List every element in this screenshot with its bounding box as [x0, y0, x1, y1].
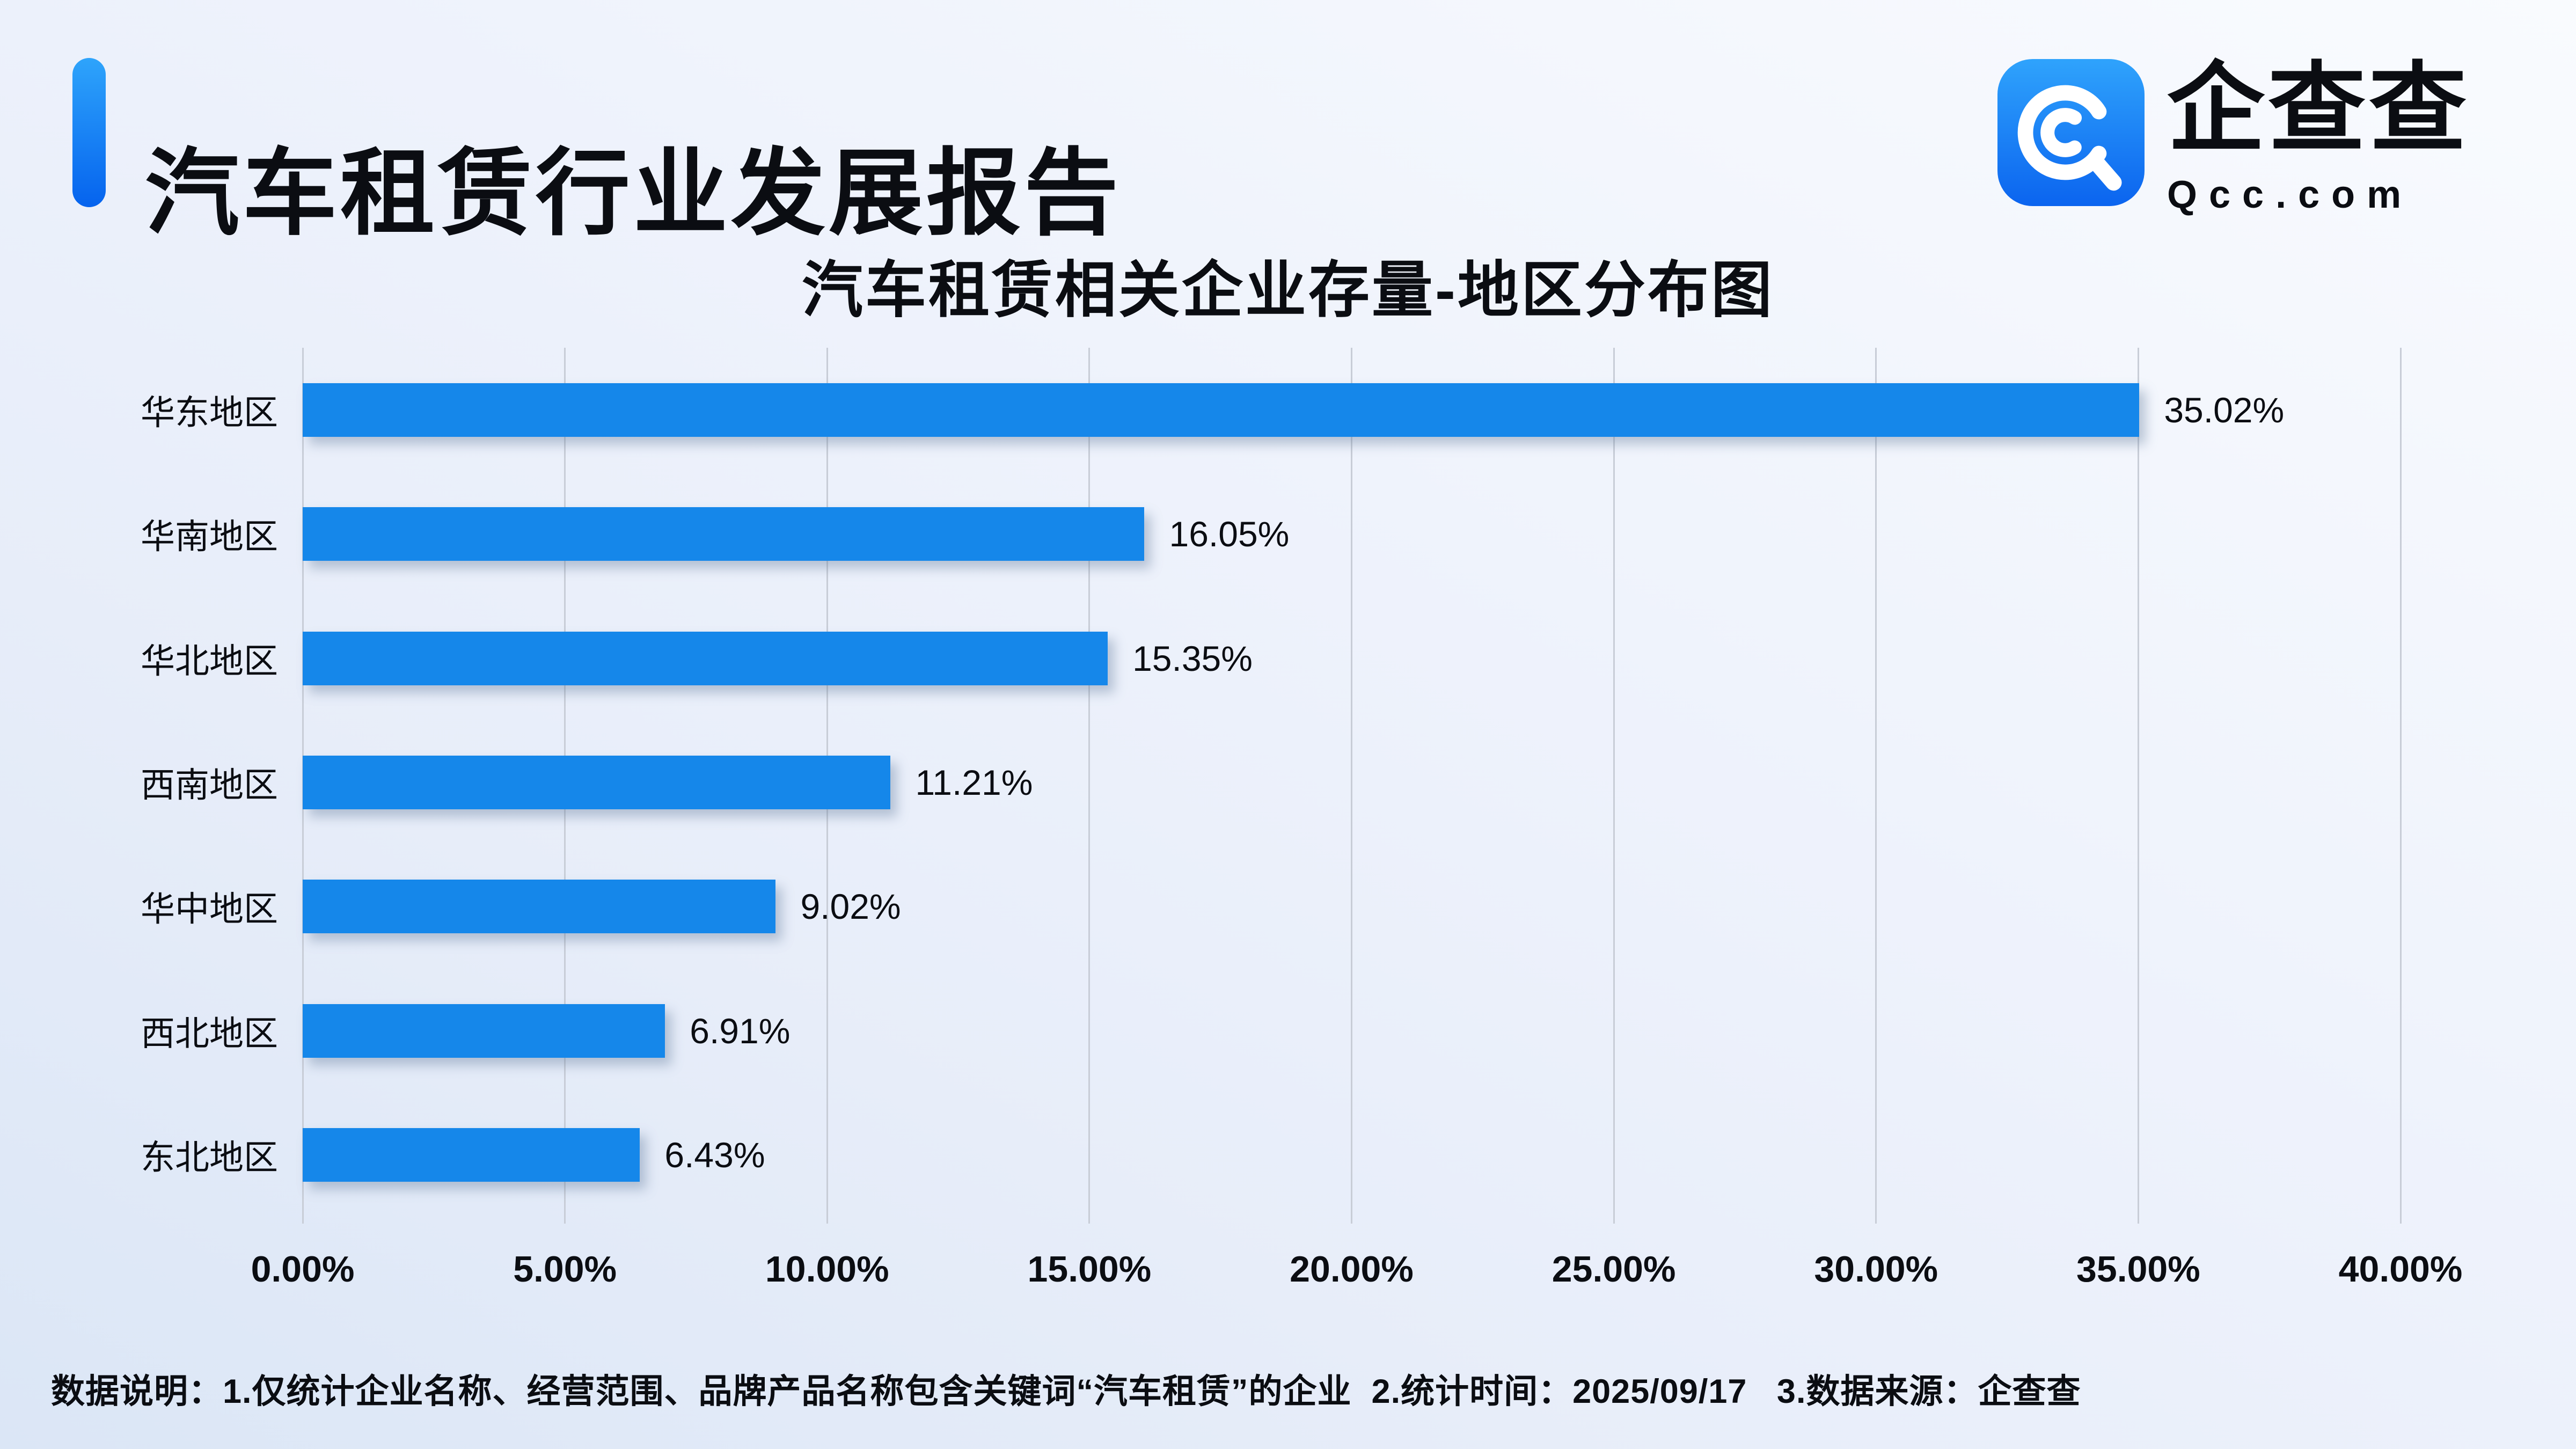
value-label: 11.21%	[915, 762, 1033, 802]
data-note: 数据说明：1.仅统计企业名称、经营范围、品牌产品名称包含关键词“汽车租赁”的企业…	[51, 1373, 2081, 1410]
bar	[303, 383, 2140, 437]
category-label: 华北地区	[141, 641, 278, 680]
category-label: 华东地区	[141, 393, 278, 432]
title-accent-bar	[72, 58, 106, 207]
x-tick-label: 0.00%	[251, 1249, 355, 1290]
value-label: 6.43%	[664, 1135, 765, 1175]
bar-rows: 华东地区 35.02% 华南地区 16.05% 华北地区 15.35% 西南地区 11.21%…	[141, 348, 2401, 1217]
gridline	[1088, 348, 1091, 1224]
chart-title: 汽车租赁相关企业存量-地区分布图	[802, 257, 1774, 325]
gridline	[1875, 348, 1877, 1224]
x-tick-label: 20.00%	[1290, 1249, 1414, 1290]
page-title: 汽车租赁行业发展报告	[145, 141, 1122, 246]
qcc-logo-icon	[1997, 59, 2145, 206]
value-label: 16.05%	[1169, 514, 1290, 554]
bar-row: 西南地区 11.21%	[141, 720, 2401, 844]
qcc-logo: 企查查 Qcc.com	[1997, 54, 2470, 217]
value-label: 6.91%	[690, 1011, 791, 1051]
x-tick-label: 10.00%	[765, 1249, 889, 1290]
bar-row: 华中地区 9.02%	[141, 845, 2401, 969]
gridline	[1351, 348, 1352, 1224]
category-label: 西南地区	[141, 765, 278, 804]
bar	[303, 1004, 665, 1058]
bar-row: 东北地区 6.43%	[141, 1093, 2401, 1217]
category-label: 西北地区	[141, 1014, 278, 1053]
x-tick-label: 5.00%	[513, 1249, 617, 1290]
plot: 华东地区 35.02% 华南地区 16.05% 华北地区 15.35% 西南地区 11.21%…	[141, 348, 2402, 1224]
bar-row: 西北地区 6.91%	[141, 969, 2401, 1093]
x-tick-label: 25.00%	[1552, 1249, 1676, 1290]
category-label: 华中地区	[141, 890, 278, 929]
qcc-logo-text: 企查查 Qcc.com	[2167, 54, 2470, 217]
value-label: 9.02%	[800, 887, 901, 927]
bar	[303, 880, 776, 934]
bar	[303, 631, 1108, 685]
x-axis-tick-labels: 0.00% 5.00% 10.00% 15.00% 20.00% 25.00% 30.00%…	[251, 1248, 2463, 1297]
bar	[303, 1128, 640, 1182]
bar-row: 华南地区 16.05%	[141, 472, 2401, 596]
x-tick-label: 15.00%	[1027, 1249, 1152, 1290]
category-label: 东北地区	[141, 1138, 278, 1177]
category-label: 华南地区	[141, 517, 278, 557]
gridline	[1613, 348, 1615, 1224]
x-tick-label: 40.00%	[2338, 1249, 2463, 1290]
value-label: 15.35%	[1132, 638, 1253, 678]
x-tick-label: 30.00%	[1814, 1249, 1938, 1290]
qcc-logo-name: 企查查	[2167, 54, 2470, 163]
value-label: 35.02%	[2164, 390, 2285, 430]
x-tick-label: 35.00%	[2076, 1249, 2200, 1290]
bar	[303, 755, 891, 809]
bar-row: 华东地区 35.02%	[141, 348, 2401, 472]
gridline	[2137, 348, 2139, 1224]
gridline	[2399, 348, 2402, 1224]
bar-row: 华北地区 15.35%	[141, 596, 2401, 720]
qcc-logo-domain: Qcc.com	[2167, 173, 2413, 216]
bar	[303, 507, 1145, 561]
